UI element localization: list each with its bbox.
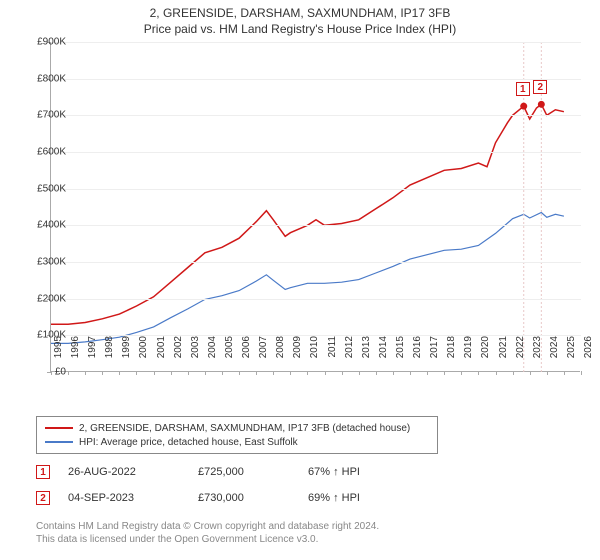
xtick-label: 2010 [309,336,320,376]
xtick-label: 2014 [378,336,389,376]
xtick-label: 1999 [121,336,132,376]
xtick-label: 1998 [104,336,115,376]
ytick-label: £200K [37,293,66,304]
xtick-label: 2000 [138,336,149,376]
legend: 2, GREENSIDE, DARSHAM, SAXMUNDHAM, IP17 … [36,416,438,454]
xtick-label: 2025 [566,336,577,376]
title-address: 2, GREENSIDE, DARSHAM, SAXMUNDHAM, IP17 … [0,6,600,20]
line-svg [51,42,581,372]
data-hpi-1: 69% ↑ HPI [308,492,428,504]
ytick-label: £500K [37,183,66,194]
chart-titles: 2, GREENSIDE, DARSHAM, SAXMUNDHAM, IP17 … [0,0,600,36]
marker-label-box: 1 [516,82,530,96]
xtick-label: 1997 [87,336,98,376]
legend-swatch-0 [45,427,73,429]
xtick-label: 2006 [241,336,252,376]
xtick-label: 2020 [480,336,491,376]
data-date-1: 04-SEP-2023 [68,492,198,504]
title-subtitle: Price paid vs. HM Land Registry's House … [0,22,600,36]
xtick-label: 2013 [361,336,372,376]
ytick-label: £800K [37,73,66,84]
marker-badge-0: 1 [36,465,50,479]
xtick-label: 2018 [446,336,457,376]
marker-dot [538,101,545,108]
legend-label-0: 2, GREENSIDE, DARSHAM, SAXMUNDHAM, IP17 … [79,423,410,434]
xtick-label: 2007 [258,336,269,376]
xtick-label: 2008 [275,336,286,376]
xtick-label: 2009 [292,336,303,376]
xtick-label: 2011 [327,336,338,376]
ytick-label: £900K [37,37,66,48]
xtick-label: 1996 [70,336,81,376]
data-price-0: £725,000 [198,466,308,478]
marker-dot [520,103,527,110]
xtick-label: 2004 [207,336,218,376]
data-point-row-1: 2 04-SEP-2023 £730,000 69% ↑ HPI [36,490,566,506]
data-hpi-0: 67% ↑ HPI [308,466,428,478]
legend-swatch-1 [45,441,73,443]
xtick-label: 2003 [190,336,201,376]
xtick-label: 1995 [53,336,64,376]
footer-attribution: Contains HM Land Registry data © Crown c… [36,520,379,546]
legend-label-1: HPI: Average price, detached house, East… [79,437,298,448]
xtick-label: 2016 [412,336,423,376]
xtick-label: 2005 [224,336,235,376]
xtick-label: 2022 [515,336,526,376]
xtick-label: 2021 [498,336,509,376]
ytick-label: £600K [37,147,66,158]
data-point-row-0: 1 26-AUG-2022 £725,000 67% ↑ HPI [36,464,566,480]
legend-item-0: 2, GREENSIDE, DARSHAM, SAXMUNDHAM, IP17 … [45,421,429,435]
xtick-label: 2019 [463,336,474,376]
ytick-label: £300K [37,257,66,268]
marker-label-box: 2 [533,80,547,94]
xtick-label: 2002 [173,336,184,376]
data-price-1: £730,000 [198,492,308,504]
xtick-label: 2017 [429,336,440,376]
footer-line2: This data is licensed under the Open Gov… [36,533,379,546]
xtick-label: 2026 [583,336,594,376]
series-line [51,213,564,344]
series-line [51,104,564,324]
ytick-label: £700K [37,110,66,121]
xtick-label: 2001 [156,336,167,376]
footer-line1: Contains HM Land Registry data © Crown c… [36,520,379,533]
xtick-label: 2015 [395,336,406,376]
marker-badge-1: 2 [36,491,50,505]
xtick-label: 2024 [549,336,560,376]
data-date-0: 26-AUG-2022 [68,466,198,478]
legend-item-1: HPI: Average price, detached house, East… [45,435,429,449]
plot-area [50,42,580,372]
xtick-label: 2023 [532,336,543,376]
ytick-label: £400K [37,220,66,231]
chart-container: { "title_line1": "2, GREENSIDE, DARSHAM,… [0,0,600,560]
xtick-label: 2012 [344,336,355,376]
